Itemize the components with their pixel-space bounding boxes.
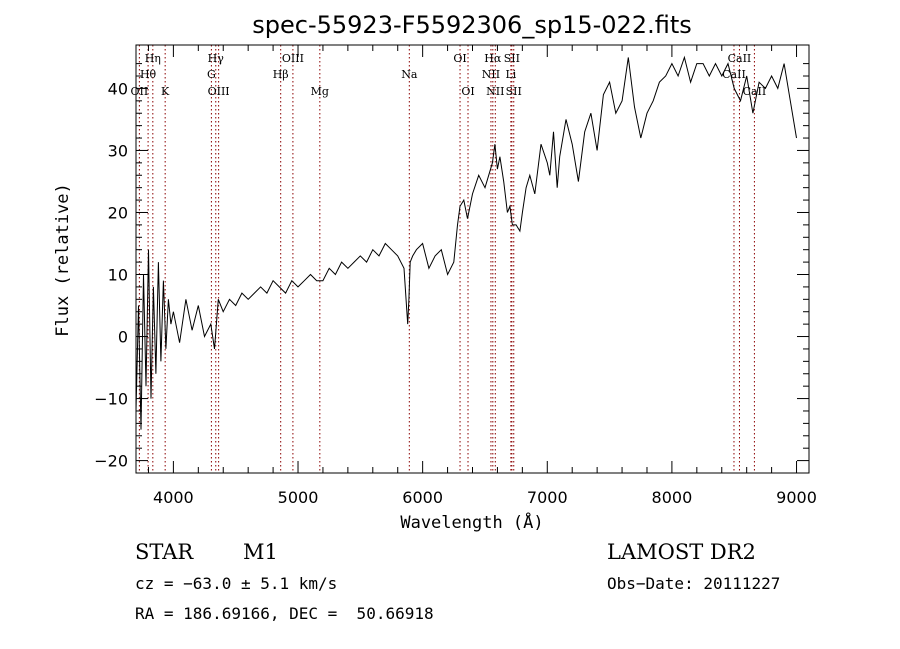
spectral-line-label: OIII [208,85,230,98]
spectral-line-label: SII [506,85,522,98]
coordinates: RA = 186.69166, DEC = 50.66918 [135,604,434,623]
x-tick-label: 6000 [402,488,443,507]
observation-date: Obs−Date: 20111227 [607,574,781,593]
spectral-line-label: Hγ [208,52,225,65]
spectral-line-label: Hη [145,52,161,65]
spectral-line-label: Hθ [140,68,157,81]
spectral-line-label: Mg [311,85,329,98]
y-tick-label: 30 [108,141,128,160]
spectral-line-label: Na [401,68,418,81]
spectral-line-label: SII [504,52,520,65]
spectral-line-label: NII [482,68,500,81]
spectral-line-label: CaII [722,68,746,81]
axis-tick-labels: 4000 5000 6000 7000 8000 9000 −20 −10 0 10 20 30 40 [94,79,817,507]
chart-title: spec-55923-F5592306_sp15-022.fits [252,11,691,39]
spectral-line-markers [138,45,755,473]
y-tick-label: 10 [108,266,128,285]
spectrum-line [135,55,797,430]
y-tick-label: 0 [118,328,128,347]
plot-frame [135,44,810,474]
spectral-line-label: OI [461,85,474,98]
x-tick-label: 9000 [776,488,817,507]
spectral-line-label: Li [505,68,516,81]
x-tick-label: 5000 [278,488,319,507]
spectral-line-label: OI [453,52,466,65]
axis-ticks [136,45,809,473]
object-subclass: M1 [243,540,278,564]
x-tick-label: 7000 [527,488,568,507]
spectral-line-label: OII [131,85,149,98]
y-tick-label: 20 [108,203,128,222]
y-tick-label: −10 [94,390,128,409]
y-tick-label: −20 [94,452,128,471]
x-axis-label: Wavelength (Å) [400,511,543,533]
spectral-line-label: CaII [743,85,767,98]
x-tick-label: 8000 [652,488,693,507]
spectral-line-label: G [207,68,216,81]
spectral-line-label: Hα [484,52,502,65]
object-class: STAR [135,540,194,564]
y-tick-label: 40 [108,79,128,98]
spectral-line-label: Hβ [273,68,289,81]
redshift-velocity: cz = −63.0 ± 5.1 km/s [135,574,338,593]
spectral-line-label: CaII [728,52,752,65]
spectral-line-label: OIII [282,52,304,65]
spectral-line-label: NII [486,85,504,98]
spectral-line-label: K [161,85,170,98]
survey-name: LAMOST DR2 [607,540,756,564]
y-axis-label: Flux (relative) [53,183,73,337]
x-tick-label: 4000 [153,488,194,507]
